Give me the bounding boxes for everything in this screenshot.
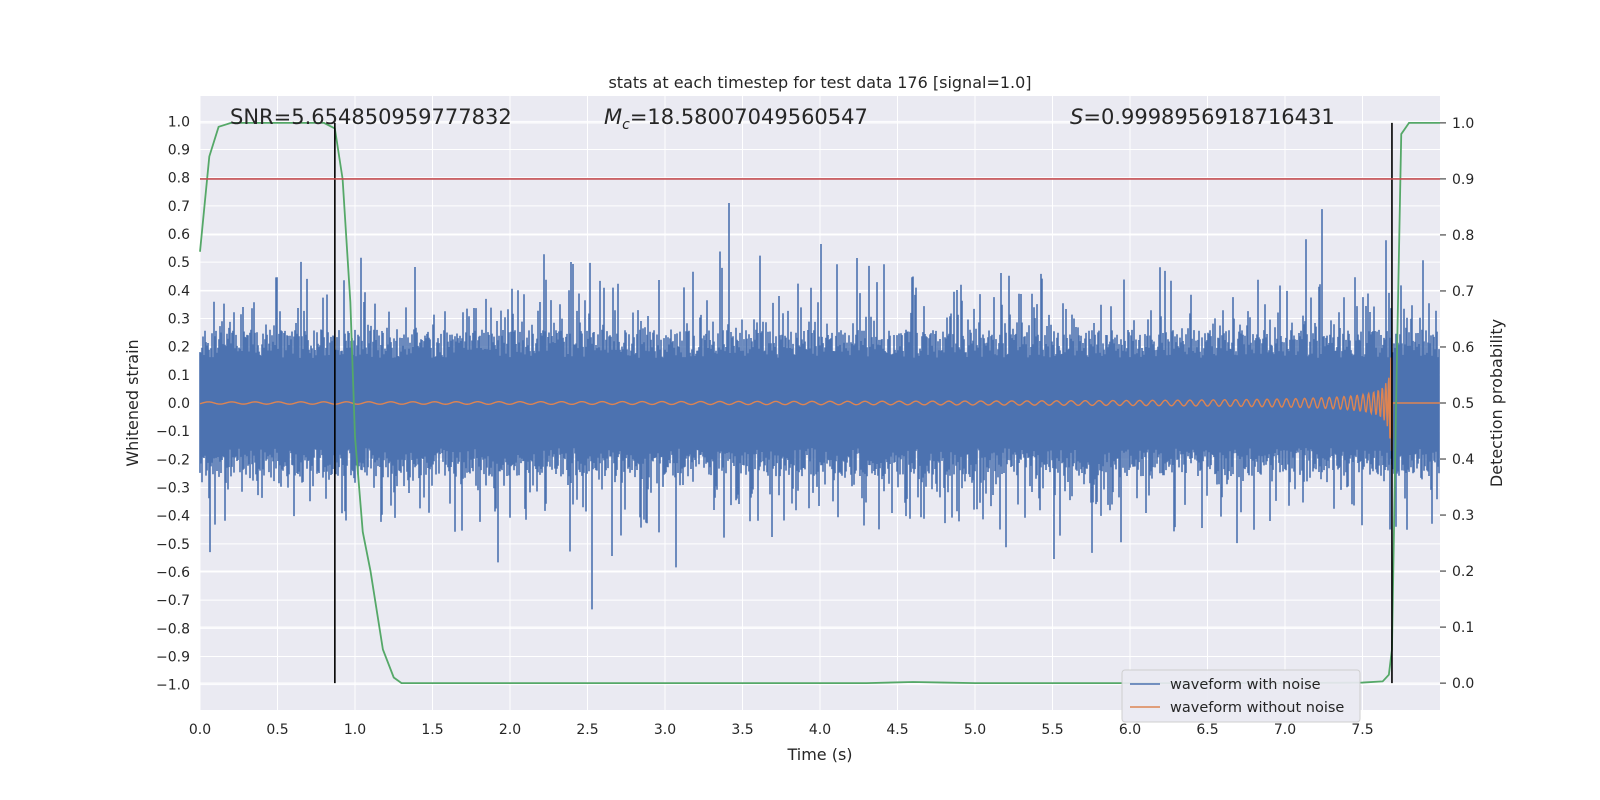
series-waveform-without-noise <box>199 357 1440 451</box>
series-detection-probability <box>199 121 1440 685</box>
y2-tick-label: 1.0 <box>1452 116 1474 132</box>
x-tick-label: 1.5 <box>421 722 443 738</box>
y-tick-label: 0.1 <box>168 368 190 384</box>
y2-tick-label: 0.8 <box>1452 228 1474 244</box>
y-tick-label: −0.4 <box>156 509 190 525</box>
y-tick-label: 1.0 <box>168 114 190 130</box>
score-symbol: S <box>1070 105 1083 129</box>
chirp-mass-symbol: M <box>604 105 622 129</box>
chirp-mass-subscript: c <box>622 117 630 133</box>
legend-label-waveform-without-noise: waveform without noise <box>1170 700 1344 716</box>
y2-tick-label: 0.5 <box>1452 396 1474 412</box>
y-tick-label: 0.4 <box>168 283 190 299</box>
y2-tick-label: 0.7 <box>1452 284 1474 300</box>
x-tick-label: 2.0 <box>499 722 521 738</box>
legend-label-waveform-with-noise: waveform with noise <box>1170 677 1321 693</box>
y2-axis-label: Detection probability <box>1487 319 1506 487</box>
y2-tick-label: 0.9 <box>1452 172 1474 188</box>
legend-box <box>1121 669 1361 723</box>
x-tick-label: 3.0 <box>654 722 676 738</box>
y-tick-label: 0.0 <box>168 396 190 412</box>
y2-tick-label: 0.0 <box>1452 676 1474 692</box>
x-tick-label: 7.0 <box>1274 722 1296 738</box>
y-tick-label: 0.8 <box>168 171 190 187</box>
x-tick-label: 4.5 <box>886 722 908 738</box>
x-axis-ticks: 0.0 0.5 1.0 1.5 2.0 2.5 3.0 3.5 4.0 4.5 5.0 5.5 6.0 6… <box>189 722 1374 738</box>
y2-tick-label: 0.1 <box>1452 620 1474 636</box>
y2-tick-label: 0.6 <box>1452 340 1474 356</box>
detection-probability-line <box>199 121 1440 685</box>
y2-tick-label: 0.4 <box>1452 452 1474 468</box>
x-tick-label: 1.0 <box>344 722 366 738</box>
waveform-without-noise-line <box>199 357 1440 451</box>
x-axis-label: Time (s) <box>786 745 852 764</box>
y-tick-label: −0.7 <box>156 593 190 609</box>
x-tick-label: 3.5 <box>731 722 753 738</box>
x-tick-label: 6.5 <box>1196 722 1218 738</box>
x-tick-label: 6.0 <box>1119 722 1141 738</box>
chart-title: stats at each timestep for test data 176… <box>608 73 1031 92</box>
x-tick-label: 0.5 <box>266 722 288 738</box>
score-annotation: S=0.9998956918716431 <box>1070 105 1335 129</box>
x-tick-label: 4.0 <box>809 722 831 738</box>
x-tick-label: 7.5 <box>1351 722 1373 738</box>
y-tick-label: 0.7 <box>168 199 190 215</box>
y-tick-label: 0.6 <box>168 227 190 243</box>
score-value: =0.9998956918716431 <box>1083 105 1334 129</box>
y-tick-label: 0.9 <box>168 143 190 159</box>
y-tick-label: −0.1 <box>156 424 190 440</box>
y2-tick-label: 0.3 <box>1452 508 1474 524</box>
y-tick-label: −1.0 <box>156 678 190 694</box>
y-tick-label: 0.2 <box>168 340 190 356</box>
y2-tick-label: 0.2 <box>1452 564 1474 580</box>
y-tick-label: −0.5 <box>156 537 190 553</box>
y-tick-label: 0.3 <box>168 312 190 328</box>
y-tick-label: −0.3 <box>156 480 190 496</box>
y2-axis-ticks: 1.0 0.9 0.8 0.7 0.6 0.5 0.4 0.3 0.2 0.1 0.0 <box>1440 116 1474 692</box>
y-tick-label: −0.6 <box>156 565 190 581</box>
y-tick-label: −0.9 <box>156 649 190 665</box>
vertical-markers <box>334 122 1393 684</box>
snr-annotation: SNR=5.654850959777832 <box>230 105 512 129</box>
chirp-mass-annotation: Mc=18.58007049560547 <box>604 105 868 133</box>
x-tick-label: 0.0 <box>189 722 211 738</box>
x-tick-label: 2.5 <box>576 722 598 738</box>
y-tick-label: −0.2 <box>156 452 190 468</box>
y-axis-label: Whitened strain <box>123 339 142 466</box>
x-tick-label: 5.0 <box>964 722 986 738</box>
chirp-mass-value: =18.58007049560547 <box>630 105 868 129</box>
y-tick-label: −0.8 <box>156 621 190 637</box>
y-axis-ticks: 1.0 0.9 0.8 0.7 0.6 0.5 0.4 0.3 0.2 0.1 0.0 −0.1 −0.… <box>156 114 190 693</box>
legend: waveform with noise waveform without noi… <box>1121 669 1361 723</box>
x-tick-label: 5.5 <box>1041 722 1063 738</box>
y-tick-label: 0.5 <box>168 255 190 271</box>
